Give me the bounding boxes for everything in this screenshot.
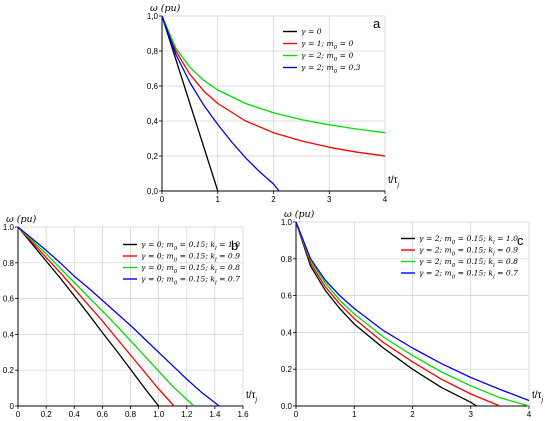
y-tick-label: 0,2 (147, 152, 159, 161)
panel-label: c (517, 233, 524, 248)
legend-label: γ = 2; m0 = 0.15; kl = 0.7 (419, 269, 518, 281)
x-tick-label: 0.8 (125, 410, 137, 419)
legend-label: γ = 2; m0 = 0 (301, 51, 353, 63)
x-tick-label: 0 (294, 410, 299, 419)
panel-label: a (373, 16, 381, 31)
y-tick-label: 1.0 (3, 223, 15, 232)
y-tick-label: 0.0 (281, 402, 293, 411)
series-line-1 (17, 226, 160, 407)
legend-label: γ = 2; m0 = 0.15; kl = 0.8 (419, 257, 518, 269)
x-tick-label: 1.0 (153, 410, 165, 419)
y-tick-label: 0.2 (281, 365, 293, 374)
y-tick-label: 1.0 (281, 218, 293, 227)
y-tick-label: 1,0 (147, 12, 159, 21)
panel-label: b (231, 238, 238, 253)
x-tick-label: 2 (271, 195, 276, 204)
x-tick-label: 0.6 (97, 410, 109, 419)
legend-label: γ = 0; m0 = 0.15; kl = 0.7 (141, 275, 240, 287)
legend-label: γ = 0 (301, 27, 322, 36)
y-tick-label: 0,8 (147, 47, 159, 56)
legend-label: γ = 2; m0 = 0.3 (301, 63, 361, 75)
legend-label: γ = 0; m0 = 0.15; kl = 0.8 (141, 263, 240, 275)
legend-label: γ = 0; m0 = 0.15; kl = 1.0 (141, 240, 240, 252)
y-tick-label: 0,0 (147, 187, 159, 196)
series-line-2 (295, 221, 501, 407)
y-tick-label: 0 (10, 402, 15, 411)
y-tick-label: 0.4 (3, 330, 15, 339)
legend-label: γ = 0; m0 = 0.15; kl = 0.9 (141, 252, 240, 264)
x-tick-label: 0 (160, 195, 165, 204)
y-tick-label: 0,6 (147, 82, 159, 91)
series-line-4 (161, 15, 280, 192)
series-line-3 (161, 15, 386, 134)
x-tick-label: 1.2 (181, 410, 193, 419)
x-tick-label: 1 (352, 410, 357, 419)
y-tick-label: 0.8 (3, 259, 15, 268)
series-line-1 (161, 15, 219, 192)
x-tick-label: 4 (527, 410, 532, 419)
x-tick-label: 2 (410, 410, 415, 419)
series-line-4 (17, 226, 220, 407)
legend: γ = 0; m0 = 0.15; kl = 1.0γ = 0; m0 = 0.… (123, 240, 240, 287)
x-axis-title: t/τj (532, 390, 544, 404)
series-line-2 (161, 15, 386, 157)
y-axis-title: ω (pu) (284, 209, 315, 220)
x-axis-title: t/τj (388, 175, 400, 189)
y-tick-label: 0.2 (3, 366, 15, 375)
legend: γ = 2; m0 = 0.15; kl = 1.0γ = 2; m0 = 0.… (401, 234, 518, 281)
legend-label: γ = 2; m0 = 0.15; kl = 0.9 (419, 246, 518, 258)
y-axis-title: ω (pu) (6, 214, 37, 225)
series-line-2 (17, 226, 175, 407)
x-tick-label: 1 (216, 195, 221, 204)
x-tick-label: 1.6 (237, 410, 249, 419)
y-tick-label: 0,4 (147, 117, 159, 126)
y-axis-title: ω (pu) (150, 3, 181, 14)
y-tick-label: 0.6 (3, 295, 15, 304)
x-tick-label: 0.4 (69, 410, 81, 419)
x-axis-title: t/τj (246, 390, 258, 404)
series-line-4 (295, 221, 530, 402)
legend: γ = 0 γ = 1; m0 = 0γ = 2; m0 = 0γ = 2; m0… (283, 27, 361, 75)
y-tick-label: 0.4 (281, 328, 293, 337)
series-line-3 (295, 221, 530, 407)
series-line-1 (295, 221, 477, 407)
series-line-3 (17, 226, 195, 407)
legend-label: γ = 2; m0 = 0.15; kl = 1.0 (419, 234, 518, 246)
x-tick-label: 1.4 (209, 410, 221, 419)
legend-label: γ = 1; m0 = 0 (301, 39, 353, 51)
x-tick-label: 0.2 (41, 410, 53, 419)
x-tick-label: 3 (327, 195, 332, 204)
x-tick-label: 3 (469, 410, 474, 419)
x-tick-label: 4 (383, 195, 388, 204)
y-tick-label: 0.6 (281, 292, 293, 301)
x-tick-label: 0 (16, 410, 21, 419)
chart-panel-b: 0 0.2 0.4 0.6 0.8 1.0 1.2 1.4 1.6 0 0.2 0.4 0.6 0.8 1.… (3, 214, 258, 419)
y-tick-label: 0.8 (281, 255, 293, 264)
